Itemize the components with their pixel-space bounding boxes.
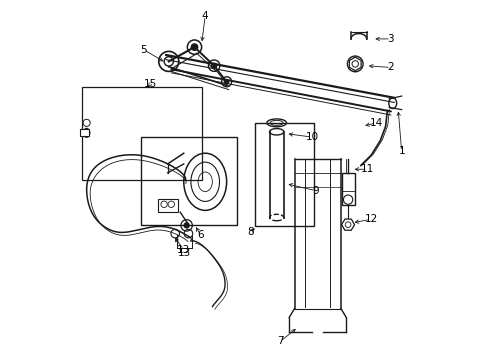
Text: 7: 7 xyxy=(276,337,283,346)
Circle shape xyxy=(211,63,216,68)
Text: 4: 4 xyxy=(202,11,208,21)
Text: 5: 5 xyxy=(140,45,147,55)
Bar xyxy=(80,129,89,136)
Text: 15: 15 xyxy=(143,78,157,89)
Circle shape xyxy=(224,80,228,84)
Text: 13: 13 xyxy=(177,245,190,255)
Text: 9: 9 xyxy=(312,186,319,196)
Text: 1: 1 xyxy=(398,147,404,157)
Text: 13: 13 xyxy=(178,248,191,258)
Bar xyxy=(341,173,354,205)
Circle shape xyxy=(191,44,197,50)
Text: 2: 2 xyxy=(387,63,393,72)
Bar xyxy=(255,123,313,226)
Text: 6: 6 xyxy=(197,230,204,240)
Circle shape xyxy=(164,57,173,66)
Text: 8: 8 xyxy=(247,227,254,237)
Text: 3: 3 xyxy=(387,34,393,44)
Text: 12: 12 xyxy=(364,214,377,224)
Bar xyxy=(80,129,89,136)
Text: 10: 10 xyxy=(305,132,318,142)
Bar xyxy=(158,199,177,212)
Bar xyxy=(141,137,237,225)
Text: 11: 11 xyxy=(360,164,374,174)
Bar xyxy=(82,87,201,180)
Text: 14: 14 xyxy=(368,118,382,128)
Circle shape xyxy=(184,223,189,228)
